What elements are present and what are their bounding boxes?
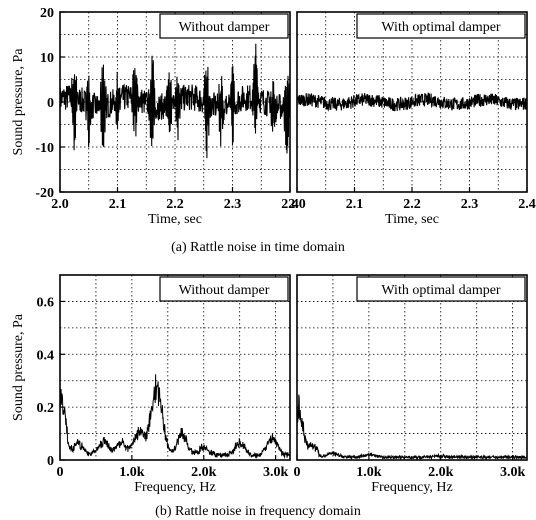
spectrum-trace bbox=[59, 374, 291, 460]
legend-label: Without damper bbox=[179, 283, 270, 298]
x-axis-label: Frequency, Hz bbox=[371, 480, 453, 495]
x-tick-label: 0 bbox=[57, 465, 64, 480]
x-axis-label: Time, sec bbox=[148, 212, 202, 227]
x-tick-label: 1.0k bbox=[119, 465, 145, 480]
x-axis-label: Time, sec bbox=[385, 212, 439, 227]
y-tick-label: 0 bbox=[47, 96, 54, 111]
y-tick-label: 10 bbox=[40, 51, 54, 66]
legend-box bbox=[356, 276, 526, 302]
y-tick-label: 0.4 bbox=[37, 348, 55, 363]
legend-box bbox=[159, 276, 289, 302]
spectrum-trace bbox=[296, 394, 528, 461]
plot-frame bbox=[296, 274, 528, 461]
x-tick-label: 2.2 bbox=[403, 197, 421, 212]
legend-box bbox=[356, 13, 526, 39]
y-tick-label: 0 bbox=[47, 454, 54, 469]
y-tick-label: 0.2 bbox=[37, 401, 55, 416]
y-tick-label: -10 bbox=[35, 141, 54, 156]
x-tick-label: 2.4 bbox=[281, 197, 299, 212]
x-tick-label: 1.0k bbox=[356, 465, 382, 480]
x-tick-label: 2.4 bbox=[518, 197, 536, 212]
x-axis-label: Frequency, Hz bbox=[134, 480, 216, 495]
legend-label: Without damper bbox=[179, 20, 270, 35]
x-tick-label: 2.2 bbox=[166, 197, 184, 212]
panel-freq-with: 0 1.0k 2.0k 3.0k With optimal damper Frequenc… bbox=[294, 274, 528, 495]
x-tick-label: 3.0k bbox=[500, 465, 526, 480]
legend-label: With optimal damper bbox=[381, 20, 501, 35]
y-tick-label: -20 bbox=[35, 186, 54, 201]
y-tick-label: 0.6 bbox=[37, 295, 55, 310]
panel-freq-without: 0 1.0k 2.0k 3.0k 0 0.2 0.4 0.6 Without damper Fre… bbox=[11, 274, 291, 495]
x-tick-label: 0 bbox=[294, 465, 301, 480]
x-tick-label: 2.1 bbox=[346, 197, 364, 212]
caption-freq: (b) Rattle noise in frequency domain bbox=[155, 504, 361, 519]
x-tick-label: 3.0k bbox=[263, 465, 289, 480]
plot-frame bbox=[59, 274, 291, 461]
x-tick-label: 2.3 bbox=[461, 197, 479, 212]
y-tick-label: 20 bbox=[40, 6, 54, 21]
x-tick-label: 2.1 bbox=[109, 197, 127, 212]
panel-time-without: 2.0 2.1 2.2 2.3 2.4 -20 -10 0 10 20 Without damper… bbox=[11, 6, 299, 227]
signal-trace bbox=[59, 43, 291, 159]
x-tick-label: 2.0k bbox=[191, 465, 217, 480]
x-tick-label: 2.3 bbox=[224, 197, 242, 212]
y-axis-label: Sound pressure, Pa bbox=[11, 48, 26, 156]
legend-box bbox=[159, 13, 289, 39]
x-tick-label: 2.0k bbox=[428, 465, 454, 480]
panel-time-with: 2.0 2.1 2.2 2.3 2.4 With optimal damper Time, … bbox=[288, 11, 536, 227]
y-axis-label: Sound pressure, Pa bbox=[11, 313, 26, 421]
caption-time: (a) Rattle noise in time domain bbox=[171, 240, 345, 255]
legend-label: With optimal damper bbox=[381, 283, 501, 298]
signal-trace bbox=[296, 92, 528, 112]
x-tick-label: 2.0 bbox=[288, 197, 306, 212]
x-tick-label: 2.0 bbox=[51, 197, 69, 212]
